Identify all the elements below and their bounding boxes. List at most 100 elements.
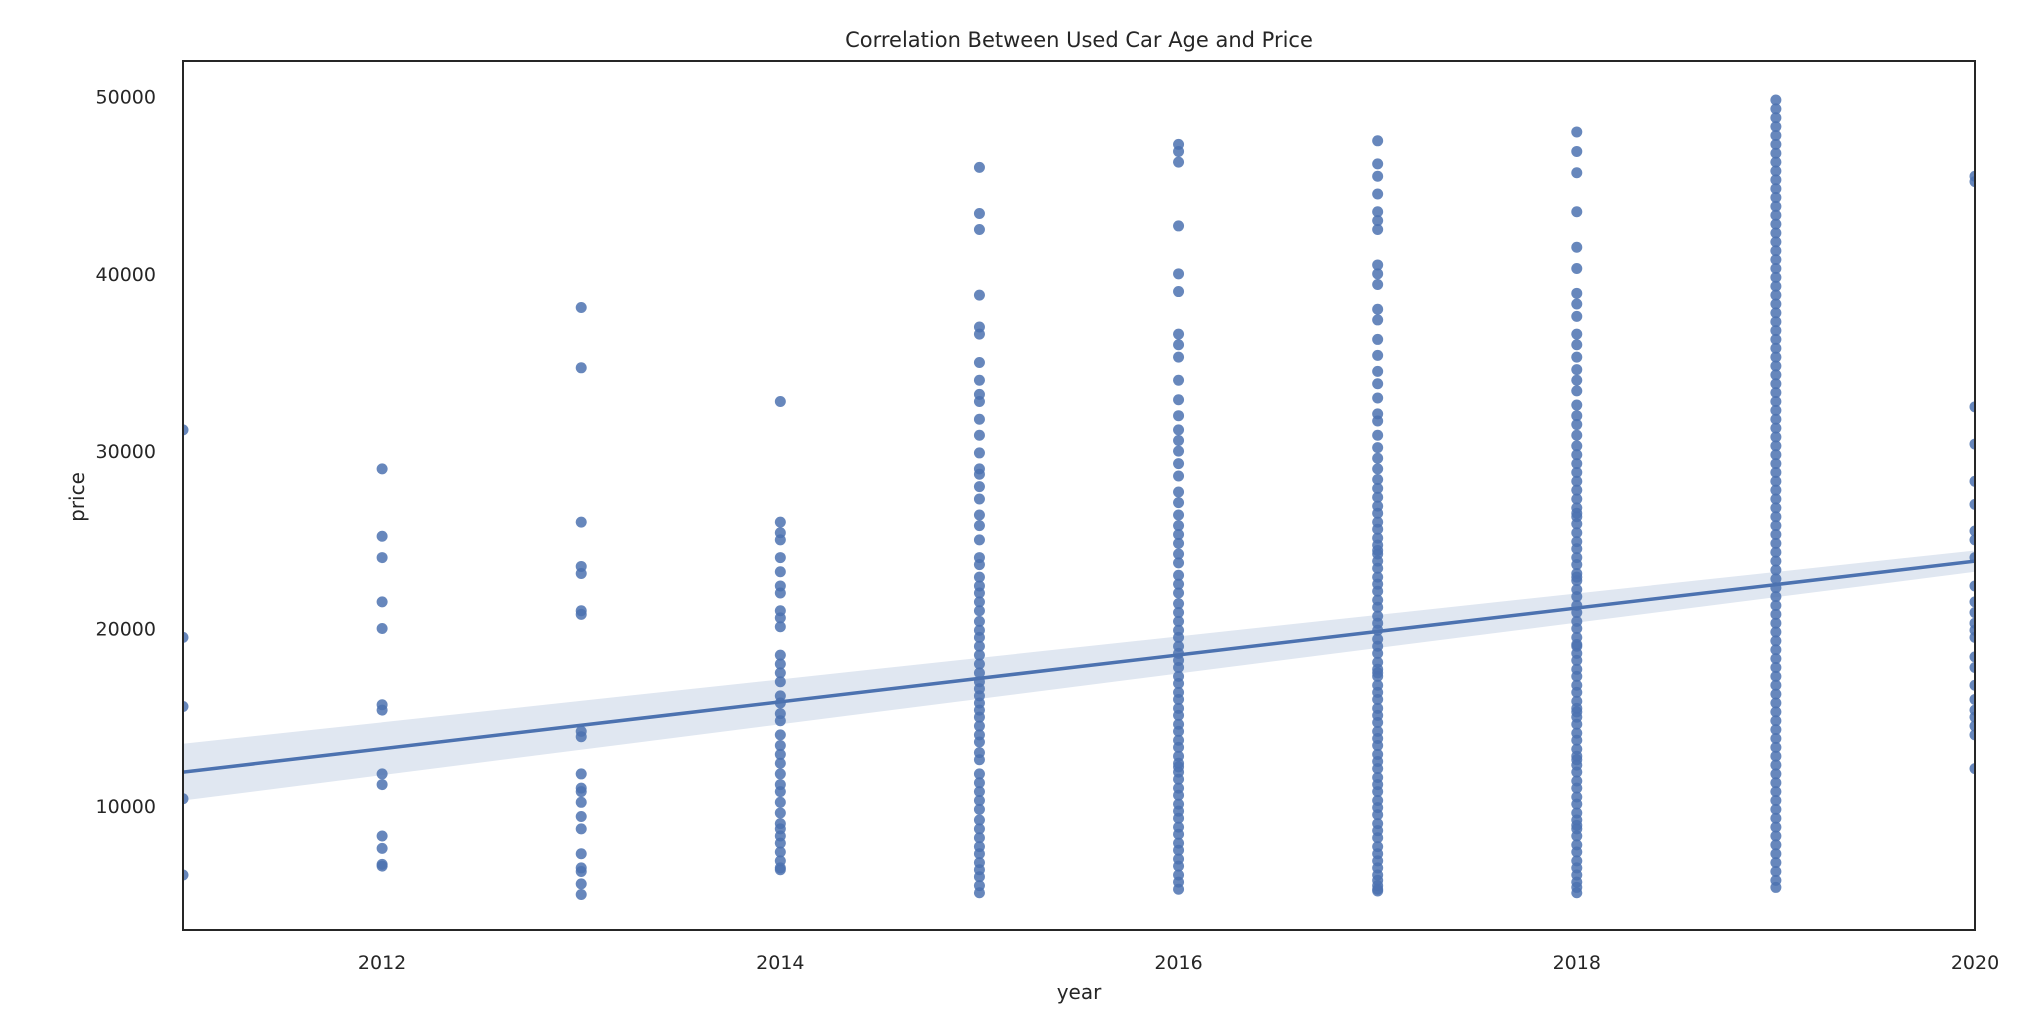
data-point xyxy=(1770,289,1782,301)
data-point xyxy=(1173,435,1185,447)
data-point xyxy=(1770,271,1782,283)
data-point xyxy=(1969,580,1975,592)
data-point xyxy=(1770,741,1782,753)
data-point xyxy=(1770,653,1782,665)
data-point xyxy=(575,823,587,835)
data-point xyxy=(1770,227,1782,239)
data-point xyxy=(1571,559,1583,571)
data-point xyxy=(1969,596,1975,608)
data-point xyxy=(1372,544,1384,556)
data-point xyxy=(1571,364,1583,376)
data-point xyxy=(1770,404,1782,416)
data-point xyxy=(1173,529,1185,541)
data-point xyxy=(1770,369,1782,381)
data-point xyxy=(1969,475,1975,487)
data-point xyxy=(1770,183,1782,195)
data-point xyxy=(1770,697,1782,709)
data-point xyxy=(1372,429,1384,441)
data-point xyxy=(774,715,786,727)
data-point xyxy=(973,208,985,220)
data-point xyxy=(1571,475,1583,487)
data-point xyxy=(1372,562,1384,574)
data-point xyxy=(1770,200,1782,212)
data-point xyxy=(376,463,388,475)
data-point xyxy=(973,754,985,766)
data-point xyxy=(1571,571,1583,583)
data-point xyxy=(1770,342,1782,354)
data-point xyxy=(1969,711,1975,723)
data-point xyxy=(1770,573,1782,585)
data-point xyxy=(1173,693,1185,705)
data-point xyxy=(1571,419,1583,431)
data-point xyxy=(973,803,985,815)
data-point xyxy=(1770,422,1782,434)
data-point xyxy=(1173,156,1185,168)
data-point xyxy=(1770,360,1782,372)
data-point xyxy=(973,832,985,844)
data-point xyxy=(973,509,985,521)
data-point xyxy=(1571,754,1583,766)
data-point xyxy=(1969,525,1975,537)
data-point xyxy=(973,720,985,732)
data-point xyxy=(1571,819,1583,831)
data-point xyxy=(1770,821,1782,833)
data-point xyxy=(1770,732,1782,744)
data-point xyxy=(1770,857,1782,869)
data-point xyxy=(1770,546,1782,558)
data-point xyxy=(1173,509,1185,521)
data-point xyxy=(1372,170,1384,182)
data-point xyxy=(1571,410,1583,422)
data-point xyxy=(1770,458,1782,470)
confidence-band xyxy=(183,550,1975,801)
data-point xyxy=(575,848,587,860)
data-point xyxy=(575,516,587,528)
data-point xyxy=(1372,223,1384,235)
data-point xyxy=(575,865,587,877)
data-point xyxy=(1770,147,1782,159)
data-point xyxy=(1571,527,1583,539)
data-point xyxy=(376,860,388,872)
data-point xyxy=(973,768,985,780)
data-point xyxy=(1770,174,1782,186)
data-point xyxy=(973,481,985,493)
data-point xyxy=(973,447,985,459)
data-point xyxy=(1770,839,1782,851)
data-point xyxy=(1173,578,1185,590)
data-point xyxy=(1173,828,1185,840)
data-point xyxy=(1770,192,1782,204)
data-point xyxy=(1770,635,1782,647)
data-point xyxy=(1571,145,1583,157)
scatter-points-layer xyxy=(183,94,1975,901)
data-point xyxy=(973,559,985,571)
data-point xyxy=(1173,445,1185,457)
data-point xyxy=(1969,607,1975,619)
data-point xyxy=(1372,188,1384,200)
data-point xyxy=(1770,236,1782,248)
data-point xyxy=(1173,374,1185,386)
data-point xyxy=(575,878,587,890)
data-point xyxy=(1173,145,1185,157)
data-point xyxy=(376,623,388,635)
data-point xyxy=(1173,662,1185,674)
data-point xyxy=(1770,688,1782,700)
data-point xyxy=(1770,387,1782,399)
data-point xyxy=(1770,156,1782,168)
data-point xyxy=(1770,670,1782,682)
data-point xyxy=(183,869,189,881)
data-point xyxy=(1571,766,1583,778)
data-point xyxy=(1173,709,1185,721)
data-point xyxy=(774,757,786,769)
data-point xyxy=(1372,333,1384,345)
data-point xyxy=(774,748,786,760)
data-point xyxy=(973,795,985,807)
x-tick-label: 2020 xyxy=(1951,952,1999,974)
data-point xyxy=(1571,298,1583,310)
data-point xyxy=(1770,262,1782,274)
data-point xyxy=(1372,452,1384,464)
data-point xyxy=(973,328,985,340)
data-point xyxy=(1770,298,1782,310)
x-tick-label: 2014 xyxy=(756,952,804,974)
data-point xyxy=(1770,520,1782,532)
data-point xyxy=(1571,449,1583,461)
data-point xyxy=(1770,254,1782,266)
